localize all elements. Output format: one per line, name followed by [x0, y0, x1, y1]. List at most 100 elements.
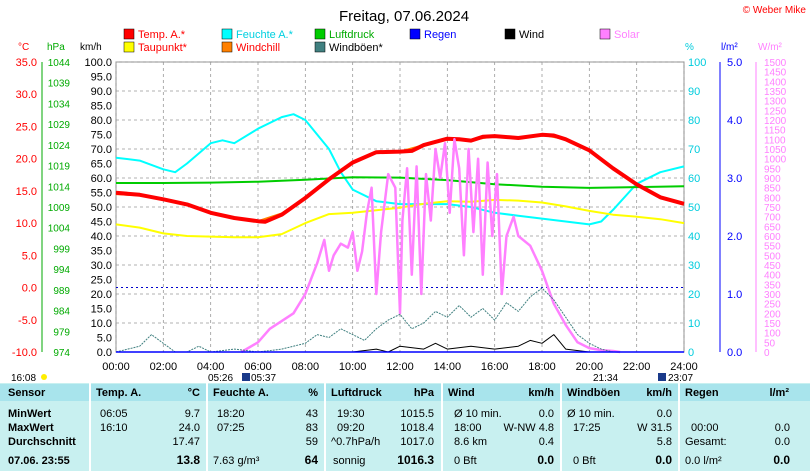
- sunrise-time-label: 05:26: [208, 373, 233, 383]
- sunset-icon-time-label: 23:07: [668, 373, 693, 383]
- solar-tick-label: 950: [764, 164, 781, 175]
- temp-tick-label: 15.0: [16, 186, 37, 198]
- humidity-tick-label: 90: [688, 86, 700, 98]
- rain-tick-label: 5.0: [727, 57, 742, 69]
- temp-unit-label: °C: [18, 42, 29, 53]
- pressure-tick-label: 984: [53, 307, 70, 318]
- column-separator: [678, 383, 680, 471]
- x-tick-label: 18:00: [528, 361, 556, 373]
- wind-tick-label: 50.0: [91, 202, 112, 214]
- gusts-unit: km/h: [646, 387, 672, 399]
- rain-unit-label: l/m²: [721, 42, 738, 53]
- wind-distance: 8.6 km: [454, 436, 488, 448]
- weather-chart: Freitag, 07.06.2024 © Weber Mike Temp. A…: [11, 5, 807, 383]
- humidity-tick-label: 40: [688, 231, 700, 243]
- chart-series: [115, 113, 685, 354]
- series-solar: [240, 138, 621, 354]
- wind-header: Wind: [448, 387, 475, 399]
- solar-tick-label: 300: [764, 290, 781, 301]
- summary-panel: Sensor MinWert MaxWert Durchschnitt 07.0…: [0, 383, 810, 471]
- chart-legend: Temp. A.* Feuchte A.* Luftdruck Regen Wind So…: [123, 28, 640, 54]
- humidity-tick-label: 30: [688, 260, 700, 272]
- series-temp-a: [115, 132, 685, 224]
- wind-tick-label: 80.0: [91, 115, 112, 127]
- wind-tick-label: 0.0: [97, 347, 112, 359]
- solar-tick-label: 1250: [764, 106, 787, 117]
- legend-swatch: [314, 28, 326, 40]
- wind-unit-label: km/h: [80, 42, 102, 53]
- x-tick-label: 14:00: [434, 361, 462, 373]
- legend-label: Luftdruck: [329, 29, 375, 41]
- x-tick-label: 24:00: [670, 361, 698, 373]
- x-tick-label: 02:00: [150, 361, 178, 373]
- solar-tick-label: 1350: [764, 87, 787, 98]
- wind-max-value: W-NW 4.8: [503, 422, 554, 434]
- sensor-header: Sensor: [8, 387, 46, 399]
- legend-label: Regen: [424, 29, 456, 41]
- x-tick-label: 06:00: [244, 361, 272, 373]
- solar-tick-label: 900: [764, 174, 781, 185]
- rain-unit: l/m²: [769, 387, 789, 399]
- solar-tick-label: 350: [764, 280, 781, 291]
- pressure-tick-label: 979: [53, 327, 70, 338]
- temp-min-time: 06:05: [100, 408, 128, 420]
- solar-tick-label: 50: [764, 338, 776, 349]
- legend-label: Solar: [614, 29, 640, 41]
- temp-tick-label: 0.0: [22, 283, 37, 295]
- solar-tick-label: 500: [764, 251, 781, 262]
- solar-tick-label: 1500: [764, 58, 787, 69]
- temp-header: Temp. A.: [96, 387, 142, 399]
- legend-swatch: [123, 28, 135, 40]
- wind-tick-label: 55.0: [91, 188, 112, 200]
- temp-min-value: 9.7: [184, 408, 200, 420]
- gusts-max-time: 17:25: [573, 422, 601, 434]
- temp-tick-label: -5.0: [18, 315, 37, 327]
- solar-tick-label: 0: [764, 348, 770, 359]
- column-separator: [441, 383, 443, 471]
- solar-tick-label: 200: [764, 309, 781, 320]
- x-tick-label: 22:00: [623, 361, 651, 373]
- wind-avg10-value: 0.0: [538, 408, 554, 420]
- series-taupunkt: [115, 198, 685, 239]
- pressure-min-time: 19:30: [337, 408, 365, 420]
- sun-icon: [41, 374, 47, 380]
- x-tick-label: 10:00: [339, 361, 367, 373]
- sunset-time-label: 21:34: [593, 373, 618, 383]
- solar-tick-label: 250: [764, 300, 781, 311]
- y-axis-ticks: -10.0 -5.0 0.0 5.0 10.0 15.0 20.0 25.0 30.0 35.0 9…: [12, 57, 787, 359]
- rain-current-value: 0.0: [773, 453, 790, 467]
- copyright-label: © Weber Mike: [743, 5, 807, 16]
- wind-tick-label: 5.0: [97, 333, 112, 345]
- solar-unit-label: W/m²: [758, 42, 783, 53]
- gusts-avg10-value: 0.0: [656, 408, 672, 420]
- temp-avg-value: 17.47: [172, 436, 200, 448]
- gusts-avg10-label: Ø 10 min.: [567, 408, 615, 420]
- sensor-row-min: MinWert: [8, 408, 52, 420]
- wind-tick-label: 85.0: [91, 101, 112, 113]
- wind-tick-label: 60.0: [91, 173, 112, 185]
- temp-tick-label: 25.0: [16, 121, 37, 133]
- rain-tick-label: 0.0: [727, 347, 742, 359]
- wind-tick-label: 65.0: [91, 159, 112, 171]
- pressure-tick-label: 1029: [48, 120, 71, 131]
- humidity-tick-label: 0: [688, 347, 694, 359]
- wind-tick-label: 90.0: [91, 86, 112, 98]
- rain-tick-label: 4.0: [727, 115, 742, 127]
- solar-tick-label: 400: [764, 271, 781, 282]
- column-separator: [206, 383, 208, 471]
- solar-tick-label: 100: [764, 329, 781, 340]
- pressure-tick-label: 999: [53, 244, 70, 255]
- pressure-header: Luftdruck: [331, 387, 382, 399]
- column-separator: [89, 383, 91, 471]
- legend-swatch: [123, 41, 135, 53]
- legend-label: Feuchte A.*: [236, 29, 294, 41]
- temp-tick-label: 30.0: [16, 89, 37, 101]
- solar-tick-label: 800: [764, 193, 781, 204]
- wind-tick-label: 40.0: [91, 231, 112, 243]
- wind-tick-label: 15.0: [91, 304, 112, 316]
- solar-tick-label: 600: [764, 232, 781, 243]
- solar-tick-label: 750: [764, 203, 781, 214]
- humidity-max-time: 07:25: [217, 422, 245, 434]
- pressure-current-value: 1016.3: [397, 453, 434, 467]
- pressure-tick-label: 994: [53, 265, 70, 276]
